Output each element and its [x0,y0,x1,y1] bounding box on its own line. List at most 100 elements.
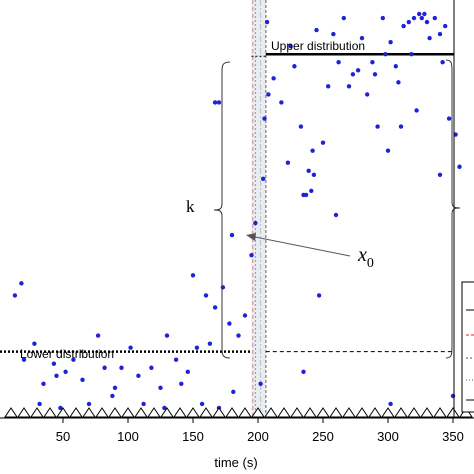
data-point-24 [173,357,179,362]
x-tick-label-4: 200 [247,429,269,444]
data-point-21 [149,365,154,370]
data-point-75 [409,52,414,57]
upper-distribution-label: Upper distribution [271,39,365,53]
data-point-17 [119,365,124,370]
data-point-28 [194,345,200,350]
triangle-marker-21 [264,407,278,418]
data-point-47 [288,43,293,49]
data-point-10 [63,369,68,374]
triangle-marker-11 [134,407,148,418]
data-point-105 [450,393,456,399]
x-tick-label-7: 350 [442,429,464,444]
x-tick-label-1: 50 [56,429,70,444]
data-point-48 [292,64,297,69]
data-point-80 [424,19,430,25]
triangle-marker-12 [147,407,161,418]
x-tick-label-5: 250 [312,429,334,444]
triangle-marker-3 [30,407,44,418]
data-point-74 [406,19,411,25]
data-point-40 [253,220,258,226]
data-point-63 [355,68,361,73]
lower-distribution-label: Lower distribution [20,347,114,361]
data-point-39 [249,253,254,258]
triangle-marker-5 [56,407,70,418]
data-point-71 [393,64,398,69]
data-point-43 [264,19,270,25]
k-label: k [186,197,195,216]
data-point-42 [262,116,267,121]
data-point-85 [443,23,448,29]
data-point-99 [212,100,218,105]
right-brace [445,59,461,359]
data-point-16 [110,393,115,399]
x0-symbol: x [357,244,367,266]
triangle-marker-8 [95,407,109,418]
x-axis-ticks: 50 100 150 200 250 300 350 [56,418,464,444]
data-point-77 [417,11,422,17]
data-point-82 [432,15,437,21]
data-point-1 [12,293,18,298]
data-point-81 [427,35,432,41]
triangle-marker-33 [420,407,434,418]
data-point-97 [398,124,404,129]
data-point-106 [258,381,263,387]
triangle-marker-22 [277,407,291,418]
triangle-marker-29 [368,407,382,418]
triangle-marker-13 [160,407,174,418]
data-point-15 [102,365,107,370]
data-point-72 [396,80,401,85]
data-point-78 [419,15,424,21]
distribution-levels [0,52,454,353]
data-point-13 [86,401,92,407]
data-point-64 [359,35,365,41]
data-point-32 [212,305,218,310]
triangle-marker-14 [173,407,187,418]
data-point-38 [242,313,248,318]
data-point-104 [301,369,306,374]
data-point-14 [95,333,101,338]
data-point-86 [446,116,452,121]
data-point-56 [320,140,326,145]
triangle-marker-15 [186,407,200,418]
data-point-37 [236,333,241,338]
data-point-3 [21,357,27,362]
data-point-34 [220,285,226,290]
data-point-91 [385,148,391,153]
data-point-60 [341,15,346,21]
x0-label: x0 [357,244,374,271]
triangle-marker-7 [82,407,96,418]
data-point-19 [136,373,141,378]
data-point-94 [372,72,378,77]
data-point-84 [440,60,445,65]
data-point-69 [383,52,388,57]
data-point-45 [279,100,284,105]
data-point-53 [310,148,315,153]
triangle-marker-2 [17,407,31,418]
data-point-62 [350,72,356,77]
data-point-35 [227,321,232,326]
data-point-73 [401,23,406,29]
triangle-marker-35 [446,407,460,418]
data-point-54 [314,27,319,33]
data-point-20 [141,401,146,407]
data-point-25 [179,381,184,387]
triangle-marker-16 [199,407,213,418]
data-point-9 [58,405,63,411]
x-axis-title: time (s) [214,455,257,470]
triangle-marker-18 [225,407,239,418]
data-point-55 [316,293,322,298]
data-point-51 [306,168,311,173]
data-point-11 [71,357,76,362]
data-point-103 [388,401,393,407]
data-point-95 [301,192,306,198]
triangle-marker-32 [407,407,421,418]
triangle-marker-10 [121,407,135,418]
k-brace [213,61,231,359]
triangle-marker-30 [381,407,395,418]
x0-subscript: 0 [367,256,374,271]
data-point-18 [128,345,133,350]
data-point-5 [37,401,42,407]
triangle-marker-1 [4,407,18,418]
data-point-89 [266,92,271,97]
